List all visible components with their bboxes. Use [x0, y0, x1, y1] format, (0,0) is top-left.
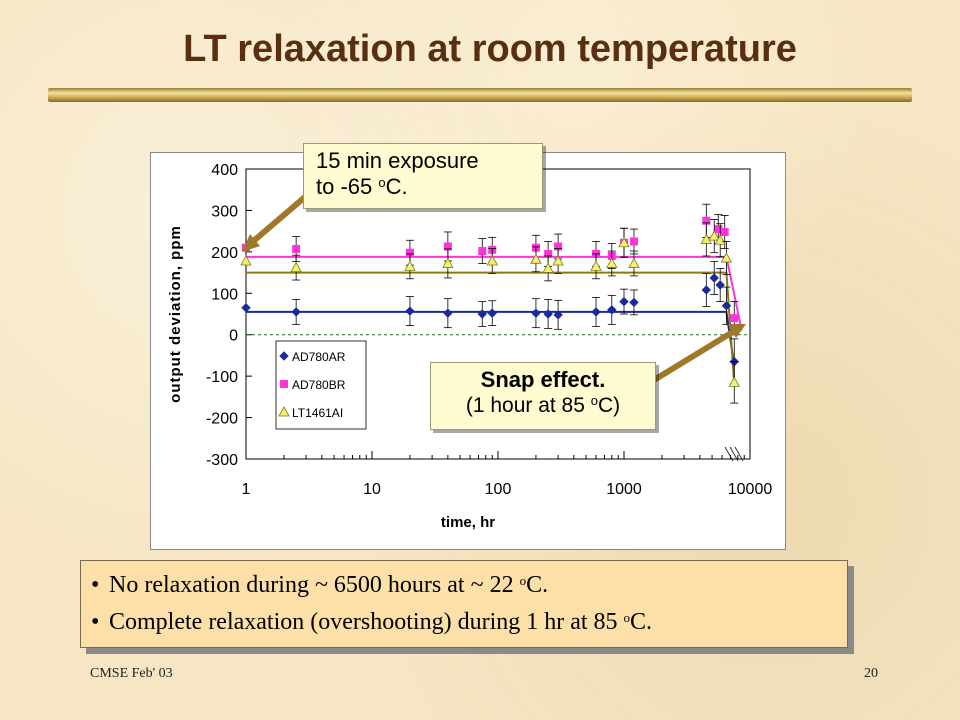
legend-label: AD780BR [292, 378, 346, 392]
exposure-callout-line2: to -65 oC. [316, 174, 408, 199]
legend-box [275, 340, 367, 430]
bullet-item: • No relaxation during ~ 6500 hours at ~ … [91, 572, 549, 598]
legend-marker-ad780ar [279, 351, 289, 361]
bullet-item: • Complete relaxation (overshooting) duri… [91, 609, 653, 635]
data-point-lt1461ai [618, 236, 630, 248]
axis-break-mark [724, 446, 734, 462]
x-tick-label: 10000 [728, 481, 773, 498]
data-point-lt1461ai [728, 376, 740, 387]
y-axis-label: output deviation, ppm [167, 225, 184, 403]
data-point-lt1461ai [552, 255, 564, 266]
chart: -300 -200 -100 0 100 200 300 400 1 10 100 1000 10000… [167, 162, 773, 531]
data-point-lt1461ai [290, 261, 302, 272]
y-tick-label: -200 [206, 411, 238, 428]
data-point-ad780br [720, 227, 729, 236]
data-point-lt1461ai [708, 230, 720, 241]
data-point-ad780br [629, 237, 638, 246]
data-point-ad780ar [241, 303, 251, 313]
page-number: 20 [864, 666, 878, 681]
data-point-ad780ar [291, 307, 301, 317]
axis-break-mark [734, 446, 744, 462]
callout-arrow [652, 327, 738, 383]
y-tick-label: -300 [206, 452, 238, 469]
data-point-ad780ar [405, 306, 415, 316]
footer-text: CMSE Feb' 03 [90, 666, 173, 681]
snap-callout-title: Snap effect. [480, 367, 606, 392]
summary-box: • No relaxation during ~ 6500 hours at ~ … [80, 560, 848, 648]
data-point-lt1461ai [486, 255, 498, 266]
data-point-ad780ar [701, 285, 712, 295]
y-tick-label: 300 [211, 203, 238, 220]
data-point-ad780br [730, 314, 739, 323]
y-tick-label: 200 [211, 245, 238, 262]
data-point-ad780ar [619, 296, 629, 307]
data-point-ad780br [478, 247, 487, 256]
data-point-lt1461ai [240, 255, 252, 266]
axis-break-mark [729, 446, 739, 462]
data-point-lt1461ai [442, 257, 454, 268]
data-point-ad780ar [477, 309, 487, 319]
y-tick-label: 0 [229, 328, 238, 345]
snap-callout: Snap effect. (1 hour at 85 oC) [430, 362, 656, 430]
x-tick-label: 100 [485, 481, 512, 498]
data-point-ad780ar [487, 308, 497, 318]
data-point-lt1461ai [628, 257, 640, 268]
data-point-lt1461ai [714, 234, 726, 245]
data-point-lt1461ai [542, 262, 554, 273]
data-point-ad780ar [607, 305, 617, 315]
y-tick-label: -100 [206, 369, 238, 386]
legend-label: AD780AR [292, 350, 346, 364]
data-point-ad780ar [553, 310, 563, 320]
data-point-lt1461ai [404, 260, 416, 271]
title-divider [48, 88, 912, 102]
callout-arrow-head [242, 234, 260, 252]
data-point-ad780ar [443, 308, 453, 318]
callout-arrow [248, 194, 307, 247]
y-tick-label: 100 [211, 286, 238, 303]
data-point-ad780ar [531, 308, 541, 318]
data-point-lt1461ai [590, 260, 602, 271]
y-tick-label: 400 [211, 162, 238, 179]
exposure-callout: 15 min exposure to -65 oC. [303, 143, 543, 209]
data-point-ad780ar [721, 301, 732, 311]
data-point-ad780br [292, 244, 301, 253]
x-axis-label: time, hr [441, 514, 495, 531]
data-point-lt1461ai [530, 253, 542, 264]
x-tick-label: 1000 [606, 481, 642, 498]
callout-arrow-head [728, 324, 746, 338]
data-point-ad780ar [543, 309, 553, 319]
x-tick-label: 10 [363, 481, 381, 498]
legend-marker-ad780br [280, 380, 288, 388]
legend-label: LT1461AI [292, 406, 343, 420]
data-point-lt1461ai [700, 233, 712, 244]
data-point-ad780ar [715, 280, 725, 290]
snap-callout-line2: (1 hour at 85 oC) [465, 393, 621, 417]
data-point-ad780ar [709, 273, 719, 283]
x-tick-label: 1 [242, 481, 251, 498]
data-point-ad780ar [629, 297, 639, 308]
exposure-callout-line1: 15 min exposure [316, 148, 479, 173]
data-point-lt1461ai [720, 252, 733, 263]
data-point-ad780ar [591, 307, 601, 317]
legend-marker-lt1461ai [278, 406, 290, 417]
slide-title: LT relaxation at room temperature [183, 28, 797, 70]
data-point-lt1461ai [606, 257, 618, 268]
